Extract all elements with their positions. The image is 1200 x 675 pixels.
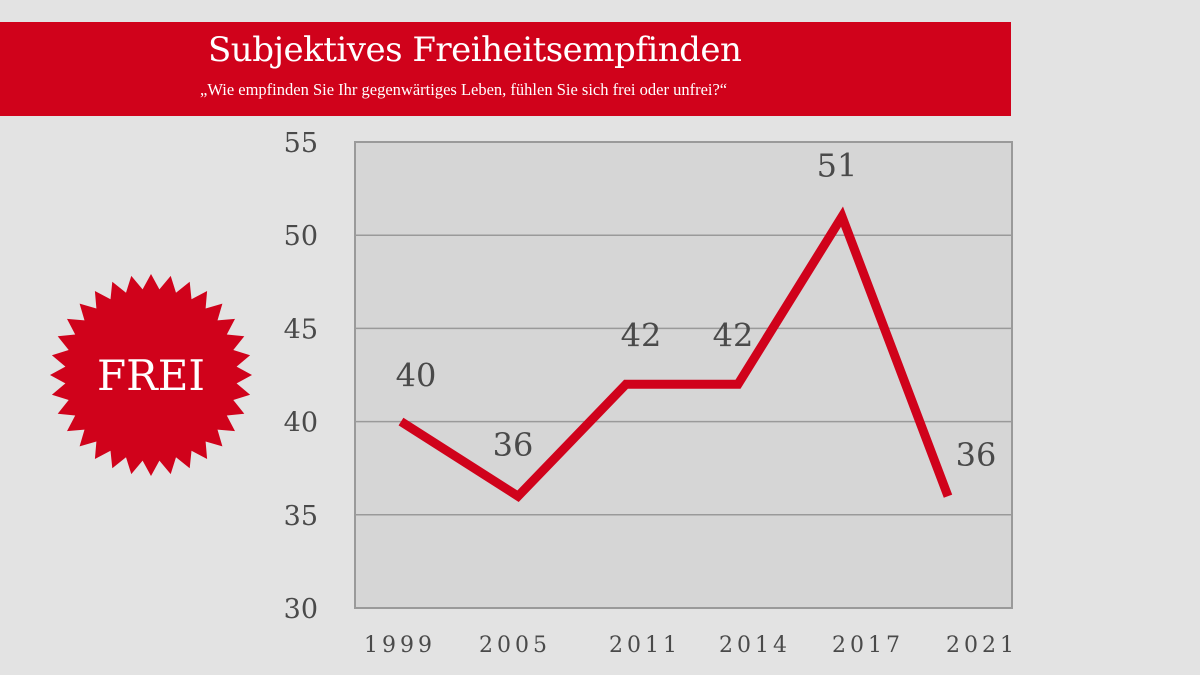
x-tick-label: 2021 xyxy=(946,633,1018,658)
y-tick-label: 45 xyxy=(284,314,318,345)
y-tick-label: 55 xyxy=(284,128,318,159)
y-tick-label: 30 xyxy=(284,594,318,625)
data-label: 42 xyxy=(713,316,754,354)
x-axis-ticks: 1999 2005 2011 2014 2017 2021 xyxy=(364,633,1018,658)
data-label: 36 xyxy=(493,426,534,464)
chart-title: Subjektives Freiheitsempfinden xyxy=(208,30,742,70)
y-tick-label: 50 xyxy=(284,221,318,252)
data-labels: 40 36 42 42 51 36 xyxy=(396,147,997,475)
series-line-frei xyxy=(398,206,953,502)
data-label: 42 xyxy=(621,316,662,354)
x-tick-label: 2014 xyxy=(719,633,791,658)
title-bar: Subjektives Freiheitsempfinden „Wie empf… xyxy=(0,22,1011,116)
starburst-icon xyxy=(50,274,252,476)
x-tick-label: 2011 xyxy=(609,633,681,658)
y-tick-label: 35 xyxy=(284,501,318,532)
data-label: 40 xyxy=(396,357,437,395)
chart-subtitle: „Wie empfinden Sie Ihr gegenwärtiges Leb… xyxy=(200,80,728,99)
data-label: 36 xyxy=(956,436,997,474)
data-label: 51 xyxy=(817,147,858,185)
badge-label: FREI xyxy=(97,351,205,400)
y-axis-ticks: 30 35 40 45 50 55 xyxy=(284,128,318,625)
frei-badge: FREI xyxy=(50,274,252,476)
x-tick-label: 2017 xyxy=(832,633,904,658)
gridlines xyxy=(355,234,1012,516)
x-tick-label: 1999 xyxy=(364,633,436,658)
x-tick-label: 2005 xyxy=(479,633,551,658)
plot-area xyxy=(354,141,1013,609)
y-tick-label: 40 xyxy=(284,408,318,439)
